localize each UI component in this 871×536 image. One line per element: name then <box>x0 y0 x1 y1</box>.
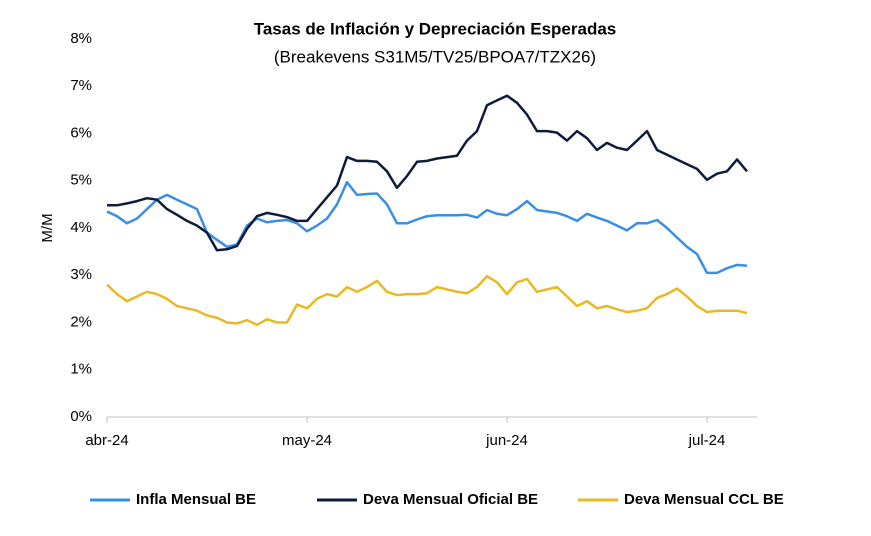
y-tick-label: 3% <box>70 266 92 283</box>
series-line <box>107 94 748 252</box>
y-tick-label: 5% <box>70 172 92 189</box>
x-tick-label: jun-24 <box>485 432 528 449</box>
chart-title: Tasas de Inflación y Depreciación Espera… <box>254 19 617 38</box>
y-tick-label: 4% <box>70 219 92 236</box>
series-line <box>106 274 748 327</box>
series-line <box>106 180 748 275</box>
y-tick-label: 8% <box>70 30 92 47</box>
x-tick-label: abr-24 <box>85 432 128 449</box>
legend-label: Deva Mensual Oficial BE <box>363 491 538 508</box>
x-tick-label: jul-24 <box>688 432 726 449</box>
y-tick-label: 7% <box>70 77 92 94</box>
legend-label: Infla Mensual BE <box>136 491 256 508</box>
y-tick-label: 0% <box>70 408 92 425</box>
chart-subtitle: (Breakevens S31M5/TV25/BPOA7/TZX26) <box>274 47 596 66</box>
x-tick-label: may-24 <box>282 432 332 449</box>
y-tick-label: 1% <box>70 361 92 378</box>
y-tick-label: 2% <box>70 313 92 330</box>
y-tick-label: 6% <box>70 124 92 141</box>
legend-label: Deva Mensual CCL BE <box>624 491 784 508</box>
y-axis-label: M/M <box>39 213 56 242</box>
